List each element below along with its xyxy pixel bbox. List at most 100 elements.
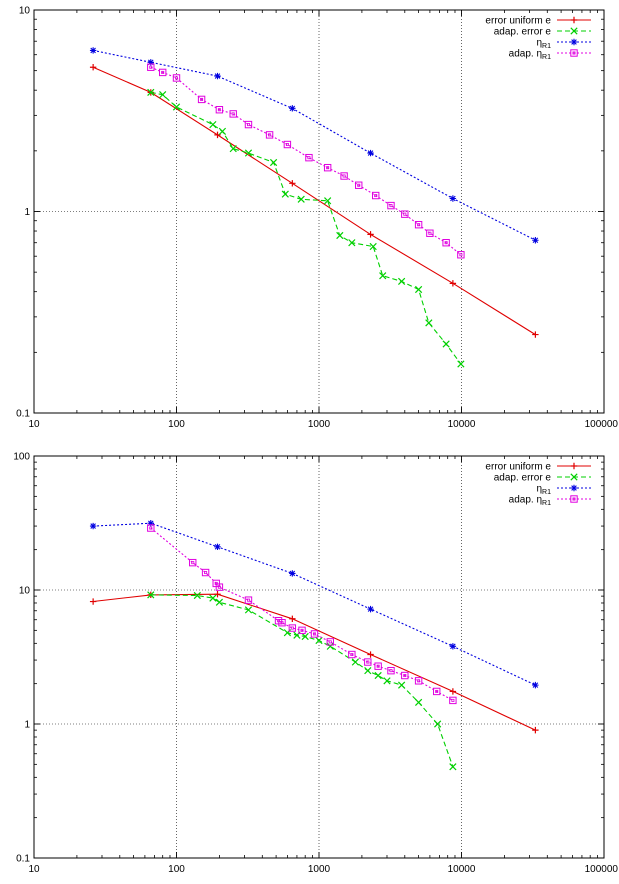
legend-marker [570,473,578,481]
data-point [397,277,406,286]
x-tick-label: 10 [28,864,40,875]
data-point [229,110,237,118]
series-line [150,91,462,365]
legend-marker [570,38,578,46]
y-tick-label: 10 [19,6,31,17]
legend-marker [570,16,578,24]
data-point [159,91,167,99]
data-point [281,190,289,198]
data-point [401,671,409,680]
data-point [89,522,97,530]
data-point [288,624,297,632]
data-point [457,360,465,368]
chart-panel-1: 10 100 1000 10000 100000 0.1 1 10 error uniform … [16,6,618,431]
data-point [147,591,155,599]
data-point [283,140,292,149]
data-point [367,651,374,658]
data-point [348,239,356,247]
data-point [449,195,457,202]
plot-frame [33,9,605,414]
legend-marker [570,49,578,57]
data-point [89,64,97,71]
x-tick-label: 1000 [308,864,331,875]
series-3 [89,47,539,244]
x-tick-label: 10000 [448,419,476,430]
data-point [414,698,423,707]
legend-label-main: error uniform e [485,462,551,473]
series-3 [89,520,539,689]
legend-label-main: adap. error e [494,27,552,38]
series-line [150,594,454,767]
data-point [457,251,465,259]
data-point [197,95,206,104]
series-2 [147,591,457,771]
data-point [387,201,395,210]
data-point [340,172,348,180]
plot-frame [33,455,605,859]
data-point [348,650,356,659]
series-line [93,522,536,686]
data-point [214,131,221,139]
data-point [336,231,344,240]
data-point [434,720,442,728]
data-point [244,120,253,129]
data-point [364,658,372,666]
data-point [387,666,395,675]
legend-label-subscript: R1 [542,500,551,507]
data-point [442,340,450,348]
data-point [379,272,387,280]
data-point [301,632,309,641]
data-point [449,643,457,650]
data-point [449,696,457,705]
legend-label-main: η [536,484,542,495]
data-point [201,568,210,577]
data-point [218,127,227,135]
data-point [214,591,221,598]
data-point [147,520,154,527]
data-point [397,681,406,689]
legend-marker [570,462,578,470]
data-point [214,72,221,80]
series-line [92,66,536,336]
legend-label-main: adap. error e [494,473,552,484]
data-point [367,149,374,157]
series-4 [147,524,457,705]
data-point [323,163,332,172]
data-point [89,47,97,54]
data-point [367,605,374,613]
series-2 [147,88,465,368]
legend-label-subscript: R1 [542,54,551,61]
data-point [315,636,323,645]
series-line [93,593,536,731]
data-point [414,220,423,229]
x-tick-label: 100000 [585,419,619,430]
data-point [369,242,377,251]
data-point [215,106,224,114]
data-point [172,103,181,111]
legend-marker [570,484,578,492]
series-4 [147,63,465,259]
y-tick-label: 10 [19,586,31,597]
data-point [433,687,441,696]
data-point [297,195,305,203]
data-point [532,681,539,689]
legend-label: adap. error e [494,27,552,38]
legend-label: adap. ηR1 [509,49,551,62]
x-tick-label: 100 [168,419,185,430]
data-point [289,105,296,112]
data-point [326,638,334,646]
chart-panel-2: 10 100 1000 10000 100000 0.1 1 10 100 error unifo… [13,452,618,876]
data-point [172,74,181,82]
data-point [289,180,296,187]
x-tick-label: 10000 [448,864,476,875]
data-point [244,596,253,604]
legend-label-subscript: R1 [542,489,551,496]
data-point [324,197,332,205]
legend-label: error uniform e [485,16,551,27]
data-point [278,619,286,627]
data-point [374,662,382,670]
data-point [374,671,382,680]
data-point [289,570,296,577]
